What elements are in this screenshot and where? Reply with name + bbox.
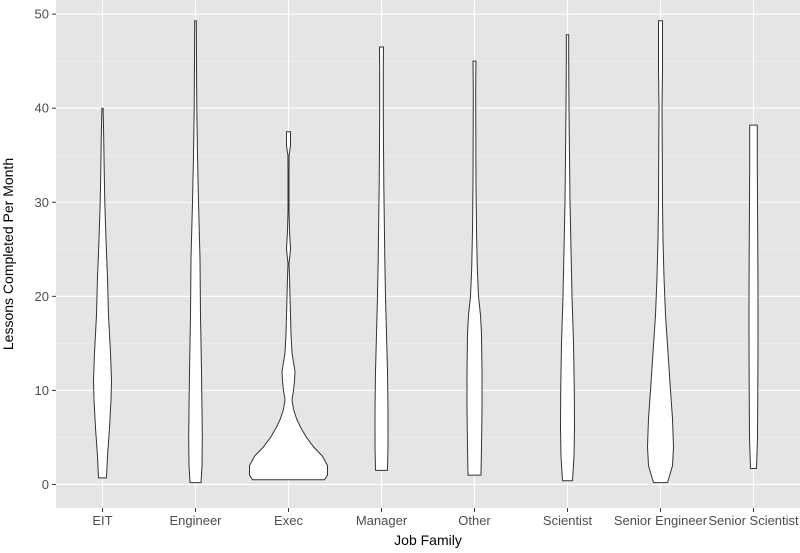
y-tick-label: 50 bbox=[35, 7, 49, 22]
x-axis-title: Job Family bbox=[394, 532, 462, 548]
minor-gridlines bbox=[56, 60, 800, 438]
y-tick-label: 10 bbox=[35, 383, 49, 398]
y-axis-title: Lessons Completed Per Month bbox=[0, 158, 16, 350]
violin-senior-engineer bbox=[647, 20, 674, 484]
x-tick-label: Senior Engineer bbox=[614, 513, 708, 528]
y-tick-label: 0 bbox=[42, 477, 49, 492]
violin-scientist bbox=[560, 34, 575, 482]
violin-manager bbox=[374, 46, 389, 471]
violin-eit bbox=[93, 107, 112, 479]
violin-exec bbox=[249, 131, 328, 481]
violin-senior-scientist bbox=[748, 124, 759, 469]
plot-panel bbox=[56, 0, 800, 508]
x-tick-label: Manager bbox=[356, 513, 408, 528]
violin-other bbox=[466, 60, 483, 476]
x-tick-label: EIT bbox=[92, 513, 112, 528]
y-tick-label: 30 bbox=[35, 195, 49, 210]
violins bbox=[93, 20, 759, 484]
y-axis: 0 10 20 30 40 50 bbox=[35, 7, 56, 492]
x-tick-label: Scientist bbox=[543, 513, 593, 528]
x-tick-label: Other bbox=[458, 513, 491, 528]
y-tick-label: 20 bbox=[35, 289, 49, 304]
y-tick-label: 40 bbox=[35, 101, 49, 116]
x-axis: EIT Engineer Exec Manager Other Scientist Seni… bbox=[92, 508, 799, 528]
violin-engineer bbox=[188, 20, 203, 484]
x-tick-label: Senior Scientist bbox=[708, 513, 799, 528]
x-tick-label: Exec bbox=[274, 513, 303, 528]
x-tick-label: Engineer bbox=[169, 513, 222, 528]
